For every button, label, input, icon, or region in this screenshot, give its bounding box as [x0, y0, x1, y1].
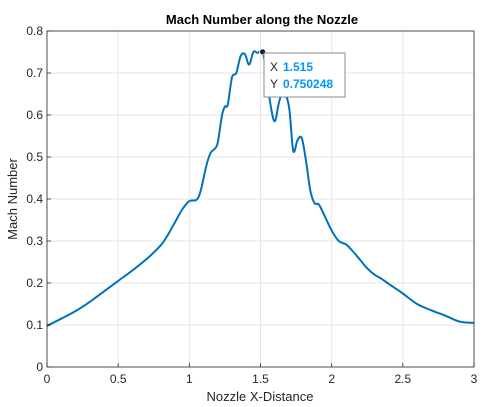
datatip-x-label: X [270, 60, 278, 74]
x-tick-label: 3 [471, 372, 478, 386]
x-tick-label: 2.5 [394, 372, 411, 386]
x-tick-label: 1.5 [252, 372, 269, 386]
x-axis-label: Nozzle X-Distance [207, 389, 314, 404]
datatip-y-label: Y [270, 77, 278, 91]
y-tick-label: 0.8 [26, 24, 43, 38]
x-tick-label: 2 [328, 372, 335, 386]
y-tick-label: 0.1 [26, 318, 43, 332]
datatip[interactable]: X 1.515 Y 0.750248 [259, 48, 346, 98]
y-axis-label: Mach Number [5, 158, 20, 240]
y-tick-label: 0 [36, 360, 43, 374]
y-ticks: 0 0.1 0.2 0.3 0.4 0.5 0.6 0.7 0.8 [26, 24, 51, 374]
y-tick-label: 0.4 [26, 192, 43, 206]
x-tick-label: 1 [186, 372, 193, 386]
y-tick-label: 0.2 [26, 276, 43, 290]
datatip-box [263, 52, 346, 98]
y-tick-label: 0.3 [26, 234, 43, 248]
chart-title: Mach Number along the Nozzle [166, 12, 358, 27]
y-tick-label: 0.6 [26, 108, 43, 122]
datatip-x-value: 1.515 [283, 60, 313, 74]
datatip-y-value: 0.750248 [283, 77, 333, 91]
x-tick-label: 0 [44, 372, 51, 386]
y-tick-label: 0.7 [26, 66, 43, 80]
x-tick-label: 0.5 [110, 372, 127, 386]
y-tick-label: 0.5 [26, 150, 43, 164]
x-ticks: 0 0.5 1 1.5 2 2.5 3 [44, 363, 478, 386]
